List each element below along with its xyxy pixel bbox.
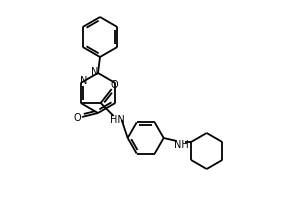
- Text: N: N: [91, 67, 99, 77]
- Text: HN: HN: [110, 115, 125, 125]
- Text: NH: NH: [174, 140, 189, 150]
- Text: O: O: [73, 113, 81, 123]
- Text: O: O: [111, 80, 118, 90]
- Text: N: N: [80, 76, 87, 86]
